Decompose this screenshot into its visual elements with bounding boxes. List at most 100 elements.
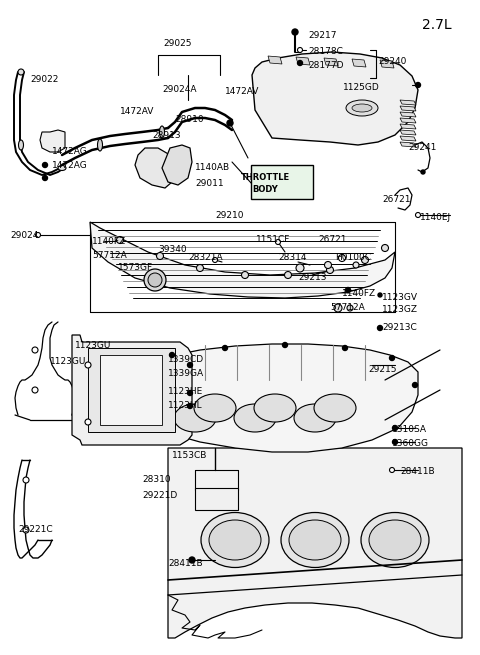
Circle shape (156, 252, 164, 259)
Text: 1472AG: 1472AG (52, 147, 88, 157)
Text: BODY: BODY (252, 185, 278, 195)
Polygon shape (380, 60, 394, 68)
Polygon shape (400, 112, 416, 117)
Circle shape (298, 60, 302, 66)
Text: 1140AB: 1140AB (195, 164, 230, 172)
Circle shape (213, 257, 217, 263)
Text: 29025: 29025 (164, 39, 192, 48)
Polygon shape (400, 136, 416, 141)
Text: 1123GV: 1123GV (382, 293, 418, 301)
Ellipse shape (148, 273, 162, 287)
Text: 29215: 29215 (368, 365, 396, 375)
Text: 28321A: 28321A (188, 253, 223, 263)
Circle shape (169, 352, 175, 358)
Polygon shape (195, 488, 238, 510)
Circle shape (324, 261, 332, 269)
Text: 1123GU: 1123GU (50, 358, 86, 367)
Circle shape (241, 272, 249, 278)
Text: 28411B: 28411B (168, 559, 203, 567)
Ellipse shape (19, 140, 24, 150)
Circle shape (188, 362, 192, 367)
Circle shape (421, 170, 425, 174)
Polygon shape (90, 222, 395, 298)
Text: 1123HE: 1123HE (168, 388, 203, 396)
Text: 1125GD: 1125GD (343, 83, 380, 92)
Text: THROTTLE: THROTTLE (240, 174, 289, 183)
Circle shape (189, 557, 195, 563)
Circle shape (285, 272, 291, 278)
Polygon shape (400, 106, 416, 111)
Text: 26721: 26721 (318, 236, 347, 244)
Circle shape (292, 29, 298, 35)
Text: 1472AV: 1472AV (120, 107, 155, 117)
Text: 1339CD: 1339CD (168, 356, 204, 364)
Circle shape (389, 356, 395, 360)
Ellipse shape (294, 404, 336, 432)
Text: 57712A: 57712A (330, 303, 365, 312)
Text: 29024A: 29024A (162, 86, 196, 94)
Ellipse shape (174, 404, 216, 432)
Polygon shape (100, 355, 162, 425)
Text: 1123HL: 1123HL (168, 400, 203, 409)
Text: 29221D: 29221D (142, 491, 177, 500)
Circle shape (23, 527, 29, 533)
Polygon shape (40, 130, 65, 152)
Ellipse shape (194, 394, 236, 422)
Polygon shape (268, 56, 282, 64)
Circle shape (343, 345, 348, 350)
Ellipse shape (144, 269, 166, 291)
Text: 28913: 28913 (152, 130, 180, 140)
Polygon shape (168, 448, 462, 638)
Polygon shape (400, 142, 416, 147)
Text: 39340: 39340 (158, 246, 187, 255)
Circle shape (334, 304, 342, 312)
Text: 29217: 29217 (308, 31, 336, 39)
Text: 1310SA: 1310SA (392, 426, 427, 434)
Circle shape (23, 477, 29, 483)
Ellipse shape (97, 139, 103, 151)
Circle shape (43, 176, 48, 181)
Ellipse shape (201, 512, 269, 567)
Circle shape (36, 233, 40, 238)
Text: 1140FZ: 1140FZ (342, 288, 376, 297)
Circle shape (416, 212, 420, 217)
Circle shape (296, 264, 304, 272)
Ellipse shape (159, 126, 165, 138)
Circle shape (377, 326, 383, 331)
Circle shape (378, 293, 382, 297)
Ellipse shape (254, 394, 296, 422)
Ellipse shape (369, 520, 421, 560)
Text: 29210: 29210 (216, 210, 244, 219)
Text: 2.7L: 2.7L (422, 18, 452, 32)
Text: 1153CB: 1153CB (172, 451, 207, 460)
Text: 29011: 29011 (195, 179, 224, 187)
Circle shape (85, 419, 91, 425)
Ellipse shape (18, 69, 24, 75)
Polygon shape (72, 335, 192, 445)
Ellipse shape (281, 512, 349, 567)
FancyBboxPatch shape (251, 165, 313, 199)
Text: 29240: 29240 (378, 58, 407, 67)
Polygon shape (400, 124, 416, 129)
Circle shape (223, 345, 228, 350)
Circle shape (188, 390, 192, 396)
Polygon shape (400, 100, 416, 105)
Ellipse shape (361, 512, 429, 567)
Text: 1339GA: 1339GA (168, 369, 204, 377)
Text: 1140FZ: 1140FZ (92, 238, 126, 246)
Ellipse shape (352, 104, 372, 112)
Text: 28314: 28314 (278, 253, 307, 263)
Text: 28310: 28310 (142, 476, 170, 485)
Circle shape (32, 387, 38, 393)
Circle shape (393, 440, 397, 445)
Text: 1123GZ: 1123GZ (382, 305, 418, 314)
Polygon shape (135, 148, 175, 188)
Circle shape (283, 343, 288, 348)
Text: 57712A: 57712A (92, 250, 127, 259)
Circle shape (412, 383, 418, 388)
Text: 28910: 28910 (175, 115, 204, 124)
Text: 29024: 29024 (10, 231, 38, 240)
Text: 29221C: 29221C (18, 525, 53, 534)
Ellipse shape (346, 100, 378, 116)
Text: 26721: 26721 (382, 195, 410, 204)
